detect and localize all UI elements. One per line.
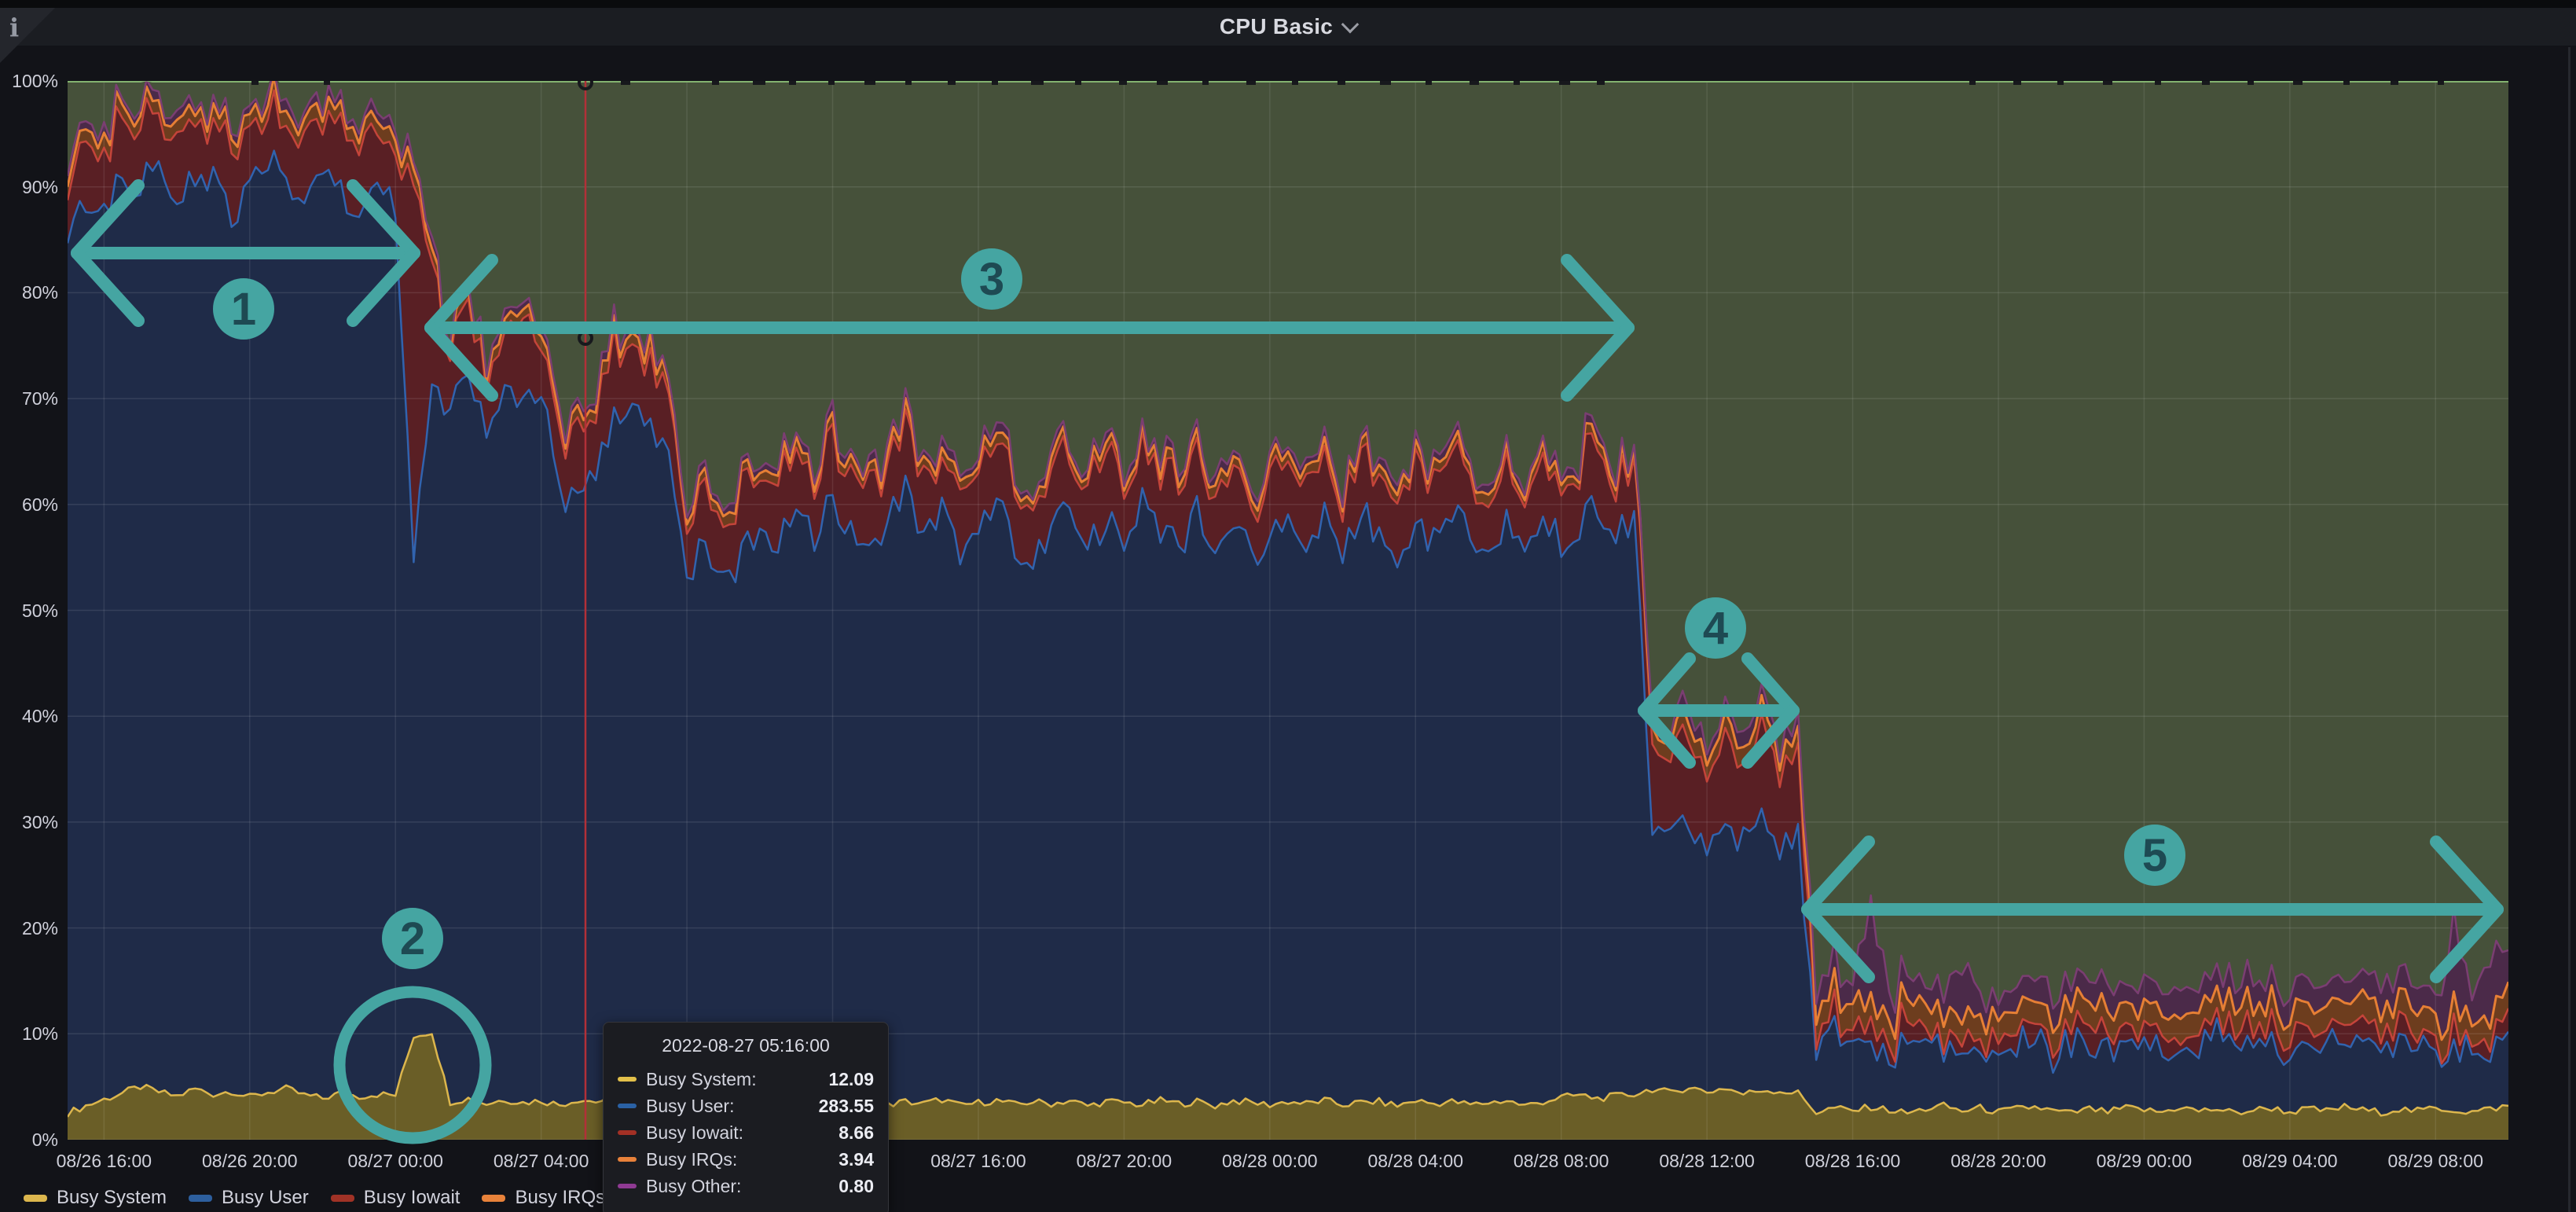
legend-swatch: [24, 1194, 47, 1202]
x-tick-label: 08/27 04:00: [493, 1151, 589, 1171]
series-color-dash: [618, 1077, 637, 1082]
legend-swatch: [330, 1194, 354, 1202]
tooltip-row: Busy User: 283.55: [618, 1093, 874, 1119]
series-color-dash: [618, 1157, 637, 1162]
tooltip-timestamp: 2022-08-27 05:16:00: [662, 1035, 830, 1056]
series-area-idle: [68, 81, 2508, 1013]
x-tick-label: 08/28 20:00: [1950, 1151, 2046, 1171]
series-area-busy-user: [68, 150, 2508, 1118]
tooltip-series-value: 12.09: [828, 1068, 874, 1089]
tooltip-series-value: 8.66: [838, 1122, 874, 1143]
tooltip-row: Busy IRQs: 3.94: [618, 1146, 874, 1173]
tooltip-series-value: 3.94: [838, 1148, 874, 1170]
x-tick-label: 08/29 08:00: [2387, 1151, 2484, 1171]
panel-title[interactable]: CPU Basic: [1219, 14, 1334, 39]
y-tick-label: 60%: [21, 494, 58, 515]
x-tick-label: 08/28 16:00: [1804, 1151, 1901, 1171]
legend: Busy System Busy User Busy Iowait Busy IRQs: [24, 1187, 605, 1209]
y-tick-label: 50%: [21, 600, 58, 621]
legend-label: Busy Iowait: [363, 1187, 461, 1208]
y-tick-label: 90%: [21, 176, 58, 197]
y-tick-label: 20%: [21, 917, 58, 938]
x-tick-label: 08/29 04:00: [2242, 1151, 2338, 1171]
x-tick-label: 08/27 16:00: [930, 1151, 1026, 1171]
y-tick-label: 40%: [21, 706, 58, 727]
x-tick-label: 08/28 00:00: [1222, 1151, 1318, 1171]
y-tick-label: 0%: [31, 1129, 58, 1150]
tooltip-series-value: 283.55: [818, 1095, 874, 1116]
legend-label: Busy User: [222, 1187, 309, 1208]
x-tick-label: 08/29 00:00: [2096, 1151, 2193, 1171]
legend-label: Busy System: [57, 1187, 167, 1208]
tooltip: 2022-08-27 05:16:00 Busy System: 12.09 Bus…: [603, 1022, 889, 1212]
x-tick-label: 08/26 16:00: [56, 1151, 152, 1171]
panel-info-corner[interactable]: [0, 8, 55, 63]
legend-item-busy-iowait[interactable]: Busy Iowait: [330, 1187, 461, 1209]
tooltip-rows: Busy System: 12.09 Busy User: 283.55 Busy Io…: [618, 1066, 874, 1199]
top-strip: [0, 0, 2576, 8]
legend-swatch: [482, 1194, 506, 1202]
tooltip-row: Busy Other: 0.80: [618, 1173, 874, 1199]
tooltip-series-value: 0.80: [838, 1175, 874, 1196]
y-tick-label: 100%: [12, 71, 58, 91]
x-tick-label: 08/28 12:00: [1659, 1151, 1755, 1171]
tooltip-row: Busy System: 12.09: [618, 1066, 874, 1093]
series-color-dash: [618, 1184, 637, 1188]
series-color-dash: [618, 1104, 637, 1108]
x-tick-label: 08/27 00:00: [347, 1151, 443, 1171]
cpu-usage-chart[interactable]: [68, 81, 2508, 1140]
legend-item-busy-system[interactable]: Busy System: [24, 1187, 167, 1209]
chevron-down-icon[interactable]: [1341, 15, 1360, 34]
info-icon[interactable]: i: [9, 13, 20, 42]
legend-label: Busy IRQs: [515, 1187, 606, 1208]
tooltip-row: Busy Iowait: 8.66: [618, 1119, 874, 1146]
tooltip-series-label: Busy User:: [646, 1095, 735, 1116]
x-tick-label: 08/28 08:00: [1513, 1151, 1609, 1171]
legend-swatch: [189, 1194, 213, 1202]
legend-item-busy-user[interactable]: Busy User: [189, 1187, 309, 1209]
tooltip-series-label: Busy Iowait:: [646, 1122, 743, 1143]
tooltip-series-label: Busy System:: [646, 1068, 757, 1089]
scrollbar-track[interactable]: [2568, 47, 2570, 1212]
x-tick-label: 08/26 20:00: [202, 1151, 298, 1171]
panel-header[interactable]: CPU Basic: [0, 8, 2576, 46]
x-tick-label: 08/28 04:00: [1367, 1151, 1463, 1171]
series-color-dash: [618, 1130, 637, 1135]
x-tick-label: 08/27 20:00: [1076, 1151, 1172, 1171]
y-tick-label: 70%: [21, 388, 58, 410]
y-tick-label: 10%: [21, 1023, 58, 1045]
y-tick-label: 80%: [21, 282, 58, 303]
tooltip-series-label: Busy IRQs:: [646, 1148, 738, 1170]
tooltip-series-label: Busy Other:: [646, 1175, 742, 1196]
legend-item-busy-irqs[interactable]: Busy IRQs: [482, 1187, 605, 1209]
y-tick-label: 30%: [21, 811, 58, 832]
